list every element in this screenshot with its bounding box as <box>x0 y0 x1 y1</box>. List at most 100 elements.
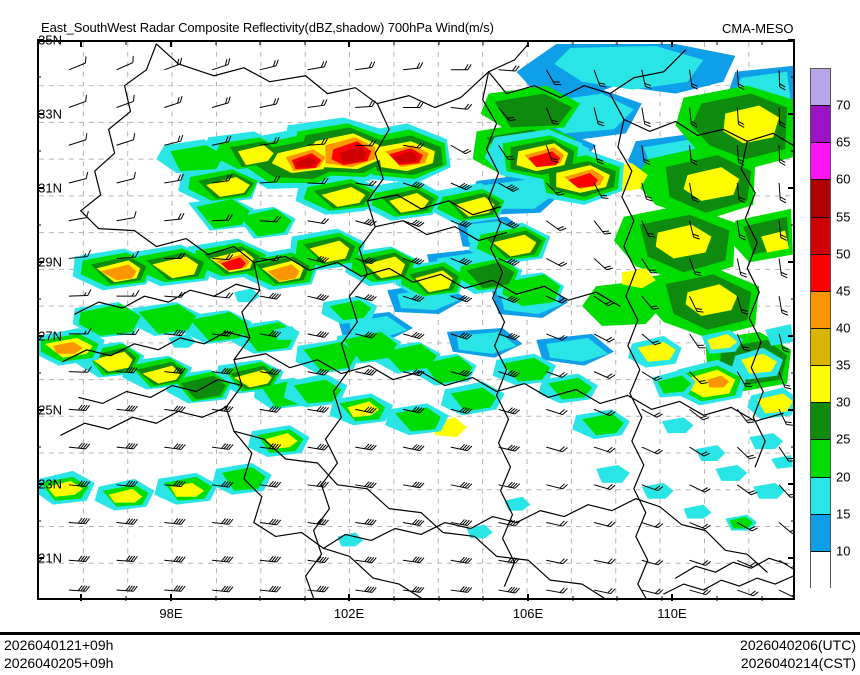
y-tick-mark <box>37 557 44 559</box>
colorbar-cell-45to50 <box>811 254 830 292</box>
y-tick-mark <box>37 261 44 263</box>
colorbar-cell-50to55 <box>811 217 830 255</box>
colorbar-cell-55to60 <box>811 180 830 218</box>
x-tick-mark-top-minor <box>259 40 261 45</box>
y-tick-mark <box>37 335 44 337</box>
colorbar-cell-70 <box>811 69 830 107</box>
y-tick-label: 21N <box>38 550 62 566</box>
colorbar-tick-label: 35 <box>836 357 851 373</box>
y-tick-mark-right <box>788 483 795 485</box>
x-tick-mark-top-minor <box>304 40 306 45</box>
y-tick-label: 25N <box>38 402 62 418</box>
colorbar-cell-15to20 <box>811 477 830 515</box>
y-tick-mark-right <box>788 39 795 41</box>
colorbar-cell-60to65 <box>811 143 830 181</box>
x-tick-mark-top-minor <box>215 40 217 45</box>
y-tick-mark-right <box>788 113 795 115</box>
y-tick-label: 29N <box>38 254 62 270</box>
reflectivity-shading-southeast <box>39 288 793 547</box>
y-tick-mark <box>37 483 44 485</box>
province-boundaries <box>60 43 793 598</box>
y-tick-mark-minor <box>37 372 41 374</box>
colorbar-tick-label: 10 <box>836 543 851 559</box>
x-tick-mark-top-minor <box>616 40 618 45</box>
x-tick-mark-minor <box>215 596 217 601</box>
footer-init-time: 2026040121+09h <box>4 637 114 653</box>
footer-valid-time-cst: 2026040214(CST) <box>740 655 856 671</box>
x-tick-mark-minor <box>393 596 395 601</box>
radar-composite-map <box>39 42 793 598</box>
y-tick-mark-minor <box>37 150 41 152</box>
reflectivity-colorbar <box>810 68 831 589</box>
y-tick-mark-minor <box>37 520 41 522</box>
x-tick-mark <box>80 594 82 601</box>
x-tick-mark-top-minor <box>393 40 395 45</box>
x-tick-mark-minor <box>482 596 484 601</box>
footer-valid-time-utc: 2026040206(UTC) <box>740 637 856 653</box>
y-tick-mark-right-minor <box>791 150 795 152</box>
y-tick-mark <box>37 39 44 41</box>
footer-init-time-local: 2026040205+09h <box>4 655 114 671</box>
x-tick-mark-top <box>80 40 82 47</box>
y-tick-mark-right-minor <box>791 76 795 78</box>
y-tick-label: 23N <box>38 476 62 492</box>
y-tick-mark-right-minor <box>791 372 795 374</box>
y-tick-label: 27N <box>38 328 62 344</box>
colorbar-tick-label: 20 <box>836 469 851 485</box>
colorbar-cell-35to40 <box>811 328 830 367</box>
colorbar-tick-label: 60 <box>836 171 851 187</box>
y-tick-mark-right <box>788 557 795 559</box>
y-tick-mark-right <box>788 261 795 263</box>
x-tick-mark-top <box>527 40 529 47</box>
reflectivity-shading-northwest <box>72 117 624 438</box>
colorbar-tick-label: 70 <box>836 97 851 113</box>
colorbar-tick-label: 65 <box>836 134 851 150</box>
y-tick-mark-minor <box>37 298 41 300</box>
colorbar-tick-label: 25 <box>836 431 851 447</box>
colorbar-tick-label: 50 <box>836 246 851 262</box>
colorbar-cell-10to15 <box>811 514 830 552</box>
colorbar-cell-20to25 <box>811 440 830 478</box>
x-tick-mark-top-minor <box>482 40 484 45</box>
y-tick-label: 31N <box>38 180 62 196</box>
x-tick-label: 102E <box>333 606 365 621</box>
x-tick-mark <box>348 594 350 601</box>
x-tick-mark-top <box>671 40 673 47</box>
y-tick-mark-right-minor <box>791 446 795 448</box>
x-tick-label: 106E <box>512 606 544 621</box>
x-tick-mark-minor <box>125 596 127 601</box>
x-tick-mark <box>671 594 673 601</box>
x-tick-mark-minor <box>761 596 763 601</box>
y-tick-mark-right-minor <box>791 298 795 300</box>
page-title: East_SouthWest Radar Composite Reflectiv… <box>41 20 494 35</box>
x-tick-mark-minor <box>259 596 261 601</box>
y-tick-mark-right-minor <box>791 224 795 226</box>
y-tick-mark-right <box>788 187 795 189</box>
colorbar-cell-65to70 <box>811 106 830 144</box>
colorbar-tick-label: 30 <box>836 394 851 410</box>
x-tick-mark-minor <box>304 596 306 601</box>
colorbar-tick-label: 55 <box>836 209 851 225</box>
colorbar-tick-label: 40 <box>836 320 851 336</box>
x-tick-mark-top-minor <box>661 40 663 45</box>
x-tick-mark-minor <box>572 596 574 601</box>
y-tick-label: 33N <box>38 106 62 122</box>
x-tick-mark-top-minor <box>761 40 763 45</box>
y-tick-mark <box>37 187 44 189</box>
y-tick-label: 35N <box>38 32 62 48</box>
y-tick-mark-minor <box>37 446 41 448</box>
y-tick-mark-right <box>788 409 795 411</box>
x-tick-mark-top <box>348 40 350 47</box>
x-tick-mark-top-minor <box>572 40 574 45</box>
x-tick-mark <box>170 594 172 601</box>
x-tick-label: 110E <box>657 606 687 621</box>
x-tick-mark-minor <box>661 596 663 601</box>
colorbar-tick-label: 15 <box>836 506 851 522</box>
x-tick-mark-minor <box>716 596 718 601</box>
x-tick-mark-minor <box>616 596 618 601</box>
y-tick-mark <box>37 113 44 115</box>
x-tick-mark <box>527 594 529 601</box>
x-tick-mark-minor <box>438 596 440 601</box>
radar-plot-frame <box>37 40 795 600</box>
colorbar-cell-40to45 <box>811 291 830 329</box>
